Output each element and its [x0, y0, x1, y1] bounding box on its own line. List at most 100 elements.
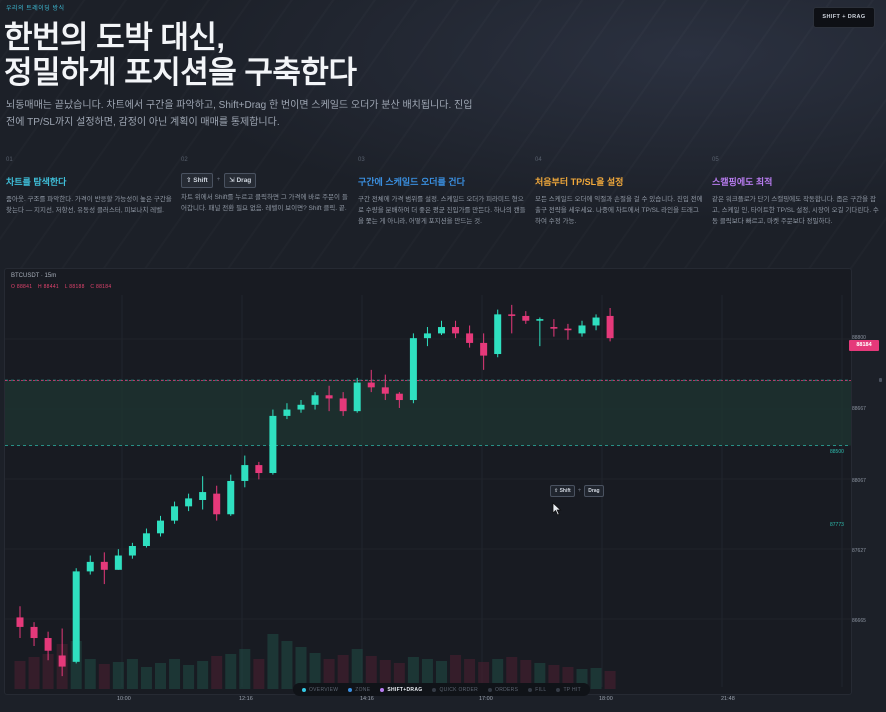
time-axis-label: 21:48 — [721, 696, 735, 702]
ohlc-high: H 88441 — [38, 284, 60, 290]
volume-bar — [267, 634, 279, 689]
tab-label: FILL — [535, 686, 547, 693]
tab-orders[interactable]: ORDERS — [488, 687, 518, 693]
intro-paragraph: 뇌동매매는 끝났습니다. 차트에서 구간을 파악하고, Shift+Drag 한… — [6, 100, 473, 128]
page-title: 한번의 도박 대신, 정밀하게 포지션을 구축한다 — [4, 20, 357, 90]
tab-overview[interactable]: OVERVIEW — [301, 686, 339, 693]
ohlc-close: C 88184 — [90, 284, 112, 290]
shift-drag-hint: ⇧ Shift + Drag — [550, 485, 604, 497]
volume-bar — [112, 662, 124, 689]
price-chart[interactable] — [5, 269, 851, 694]
time-axis-label: 17:00 — [479, 696, 493, 702]
candle-body — [100, 561, 108, 570]
ohlc-open: O 88841 — [11, 284, 33, 290]
candle-body — [480, 342, 488, 356]
candle-body — [241, 465, 249, 481]
volume-bar — [478, 662, 490, 689]
chart-panel[interactable]: BTCUSDT · 15m O 88841 H 88441 L 88188 C … — [4, 268, 852, 695]
candle-body — [536, 319, 544, 321]
candle-body — [255, 465, 263, 474]
zone-bottom-label: 87773 — [830, 522, 844, 528]
candle-body — [171, 506, 179, 521]
tab-label: QUICK ORDER — [439, 686, 479, 693]
shift-drag-mode-button[interactable]: SHIFT + DRAG — [813, 7, 875, 28]
volume-bar — [84, 659, 96, 689]
candle-body — [213, 493, 221, 515]
candle-body — [578, 325, 586, 334]
volume-bar — [379, 660, 391, 689]
price-axis-label: 86665 — [852, 618, 866, 624]
drag-key: ⇲ Drag — [224, 172, 257, 188]
tab-label: OVERVIEW — [308, 686, 339, 693]
candle-body — [86, 561, 94, 572]
candle-body — [185, 498, 193, 507]
step-number: 03 — [358, 157, 365, 163]
volume-bar — [365, 656, 377, 689]
tab-quick-order[interactable]: QUICK ORDER — [432, 687, 478, 693]
ohlc-readout: O 88841 H 88441 L 88188 C 88184 — [11, 284, 115, 290]
step-title: 스캘핑에도 최적 — [712, 177, 773, 187]
candle-body — [297, 404, 305, 410]
volume-bar — [450, 655, 462, 689]
drag-key: Drag — [584, 485, 604, 497]
volume-bar — [421, 659, 433, 689]
candle-body — [269, 415, 277, 474]
volume-bar — [506, 657, 518, 689]
tab-dot-icon — [432, 687, 437, 692]
title-line-1: 한번의 도박 대신, — [4, 20, 225, 55]
order-zone-band — [5, 380, 851, 446]
tab-label: TP HIT — [563, 686, 581, 693]
symbol-label: BTCUSDT · 15m — [11, 273, 57, 279]
time-axis-label: 10:00 — [117, 696, 131, 702]
shift-key: ⇧ Shift — [181, 172, 213, 188]
tab-label: SHIFT+DRAG — [387, 686, 423, 693]
time-axis-label: 14:16 — [360, 696, 374, 702]
volume-bar — [323, 659, 335, 689]
volume-bar — [169, 659, 181, 689]
volume-bar — [464, 659, 476, 689]
step-number: 05 — [712, 157, 719, 163]
step-title: 차트를 탐색한다 — [6, 177, 67, 187]
last-price-tag: 88184 — [849, 340, 879, 351]
volume-bar — [436, 661, 447, 689]
volume-bar — [590, 668, 602, 689]
volume-bar — [98, 664, 110, 689]
price-axis-label: 88667 — [852, 406, 866, 412]
ohlc-low: L 88188 — [64, 284, 85, 290]
tab-shift-drag[interactable]: SHIFT+DRAG — [380, 687, 422, 693]
tab-tp-hit[interactable]: TP HIT — [556, 687, 581, 693]
candle-body — [438, 327, 445, 334]
volume-bar — [42, 654, 54, 689]
volume-bar — [70, 641, 82, 689]
volume-bar — [337, 655, 349, 689]
volume-bar — [492, 659, 504, 689]
volume-bar — [253, 659, 265, 689]
volume-bar — [281, 641, 293, 689]
candle-body — [564, 328, 572, 331]
volume-bar — [239, 649, 251, 689]
candle-body — [452, 327, 460, 334]
candle-body — [311, 395, 319, 405]
volume-bar — [393, 663, 405, 689]
price-axis-scroll-handle[interactable] — [879, 378, 882, 382]
volume-bar — [520, 660, 532, 689]
tab-zone[interactable]: ZONE — [348, 687, 370, 693]
candle-body — [466, 333, 474, 343]
volume-bar — [576, 669, 588, 689]
candle-body — [522, 315, 530, 321]
candle-body — [30, 626, 38, 639]
candle-body — [409, 338, 417, 401]
title-line-2: 정밀하게 포지션을 구축한다 — [4, 55, 357, 90]
volume-bar — [14, 661, 26, 689]
hero-background — [0, 0, 886, 270]
tab-dot-icon — [301, 687, 306, 692]
volume-bar — [407, 657, 419, 689]
candle-body — [58, 655, 66, 667]
shortcut-keys: ⇧ Shift + ⇲ Drag — [181, 172, 349, 188]
tab-dot-icon — [348, 687, 353, 692]
candle-body — [592, 317, 600, 326]
tab-fill[interactable]: FILL — [528, 687, 546, 693]
volume-bar — [604, 671, 616, 689]
step-description: 차트 위에서 Shift를 누르고 클릭하면 그 가격에 바로 주문이 들어갑니… — [181, 194, 348, 212]
volume-bar — [309, 653, 321, 689]
